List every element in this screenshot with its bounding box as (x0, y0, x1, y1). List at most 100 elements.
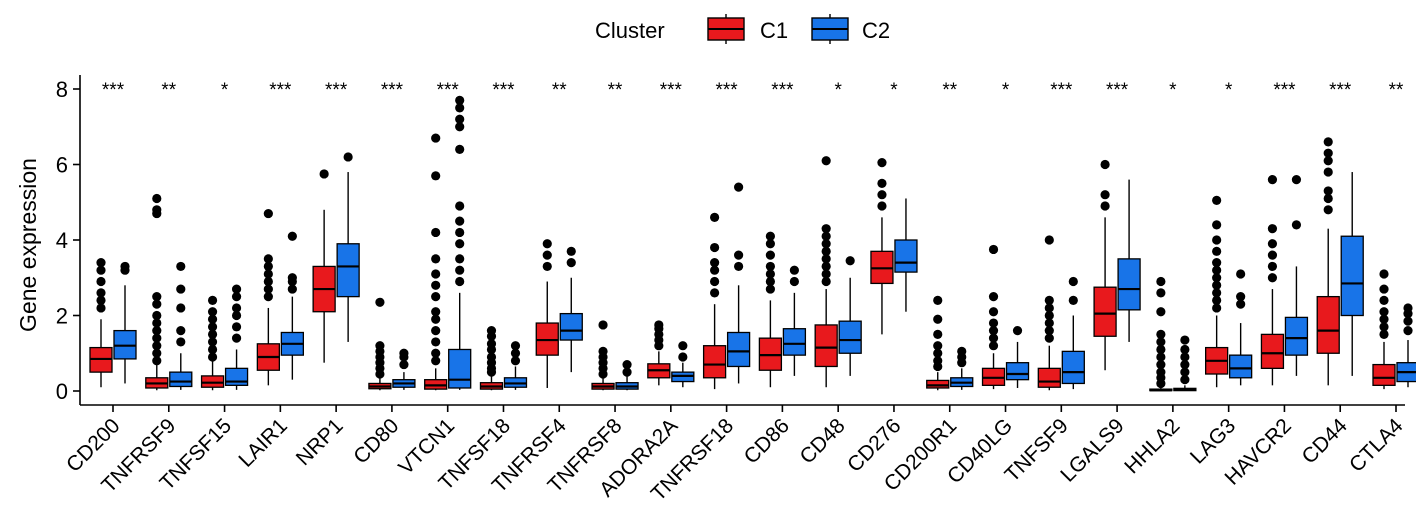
outlier-point (152, 205, 162, 215)
outlier-point (431, 326, 441, 336)
significance-label: *** (381, 80, 404, 101)
outlier-point (152, 193, 162, 204)
outlier-point (231, 303, 242, 313)
box-cd200-c2 (113, 261, 137, 384)
outlier-point (152, 326, 162, 336)
box-cd200r1-c2 (950, 346, 974, 390)
significance-label: *** (1329, 80, 1352, 101)
outlier-point (1156, 276, 1166, 287)
outlier-point (431, 307, 441, 317)
outlier-point (207, 344, 218, 355)
outlier-point (399, 348, 409, 358)
outlier-point (1379, 307, 1389, 317)
outlier-point (1212, 246, 1222, 256)
outlier-point (710, 258, 720, 268)
outlier-point (431, 254, 441, 264)
outlier-point (622, 367, 632, 377)
outlier-point (231, 284, 242, 294)
outlier-point (1044, 333, 1054, 343)
x-tick-label: CD86 (740, 414, 794, 468)
box-ctla4-c2 (1396, 303, 1416, 388)
outlier-point (207, 307, 218, 317)
box (838, 320, 862, 354)
outlier-point (1379, 269, 1389, 279)
box-tnfsf18-c2 (503, 341, 528, 390)
legend-label-c2: C2 (862, 18, 890, 43)
outlier-point (734, 182, 744, 192)
box-cd48-c1 (814, 156, 838, 388)
legend-item-c1: C1 (707, 14, 788, 44)
outlier-point (877, 178, 887, 188)
outlier-point (176, 261, 186, 272)
outlier-point (176, 337, 186, 347)
y-tick-label: 2 (56, 304, 68, 329)
box-lair1-c1 (256, 208, 280, 386)
significance-label: *** (716, 80, 739, 101)
outlier-point (678, 341, 688, 351)
outlier-point (231, 310, 242, 321)
outlier-point (375, 341, 385, 351)
box (1340, 235, 1364, 317)
y-tick-label: 8 (56, 77, 68, 102)
box-cd44-c2 (1340, 172, 1364, 376)
x-tick-label: CD44 (1298, 414, 1352, 468)
outlier-point (1100, 159, 1110, 170)
outlier-point (622, 359, 632, 370)
box-hhla2-c1 (1149, 276, 1173, 392)
box-tnfrsf8-c2 (615, 359, 639, 391)
outlier-point (821, 156, 831, 166)
box-tnfsf18-c1 (479, 326, 504, 391)
outlier-point (1156, 367, 1166, 377)
box (1093, 286, 1117, 337)
outlier-point (845, 256, 855, 266)
outlier-point (542, 261, 552, 272)
outlier-point (231, 292, 242, 302)
outlier-point (1403, 326, 1413, 336)
legend-item-c2: C2 (811, 14, 890, 44)
outlier-point (431, 314, 441, 324)
outlier-point (710, 276, 720, 287)
box (224, 367, 249, 386)
outlier-point (263, 261, 273, 272)
outlier-point (152, 299, 162, 309)
outlier-point (1100, 201, 1110, 211)
outlier-point (765, 239, 775, 249)
outlier-point (654, 320, 664, 330)
legend-label-c1: C1 (760, 18, 788, 43)
outlier-point (1291, 175, 1302, 185)
box-vtcn1-c1 (424, 133, 448, 391)
y-tick-label: 6 (56, 153, 68, 178)
outlier-point (1267, 239, 1278, 249)
box (169, 371, 193, 388)
outlier-point (231, 322, 242, 332)
box-lgals9-c2 (1117, 179, 1141, 342)
significance-label: * (221, 80, 229, 101)
outlier-point (96, 276, 106, 287)
outlier-point (455, 114, 465, 124)
outlier-point (207, 295, 218, 305)
outlier-point (933, 348, 943, 358)
y-axis: 0 2 4 6 8 Gene expression (15, 75, 81, 405)
outlier-point (1180, 344, 1190, 355)
significance-label: *** (660, 80, 683, 101)
outlier-point (1044, 318, 1054, 328)
outlier-point (152, 356, 162, 366)
outlier-point (207, 352, 218, 362)
significance-label: *** (1106, 80, 1129, 101)
x-tick-label: NRP1 (292, 414, 348, 470)
outlier-point (96, 265, 106, 275)
outlier-point (765, 261, 775, 272)
x-tick-label: LAG3 (1186, 414, 1240, 468)
outlier-point (789, 265, 799, 275)
outlier-point (821, 231, 831, 241)
outlier-point (431, 280, 441, 290)
outlier-point (1212, 220, 1222, 230)
outlier-point (821, 224, 831, 234)
outlier-point (176, 303, 186, 313)
outlier-point (710, 242, 720, 253)
outlier-point (1212, 258, 1222, 268)
outlier-point (1267, 250, 1278, 260)
outlier-point (988, 292, 999, 302)
